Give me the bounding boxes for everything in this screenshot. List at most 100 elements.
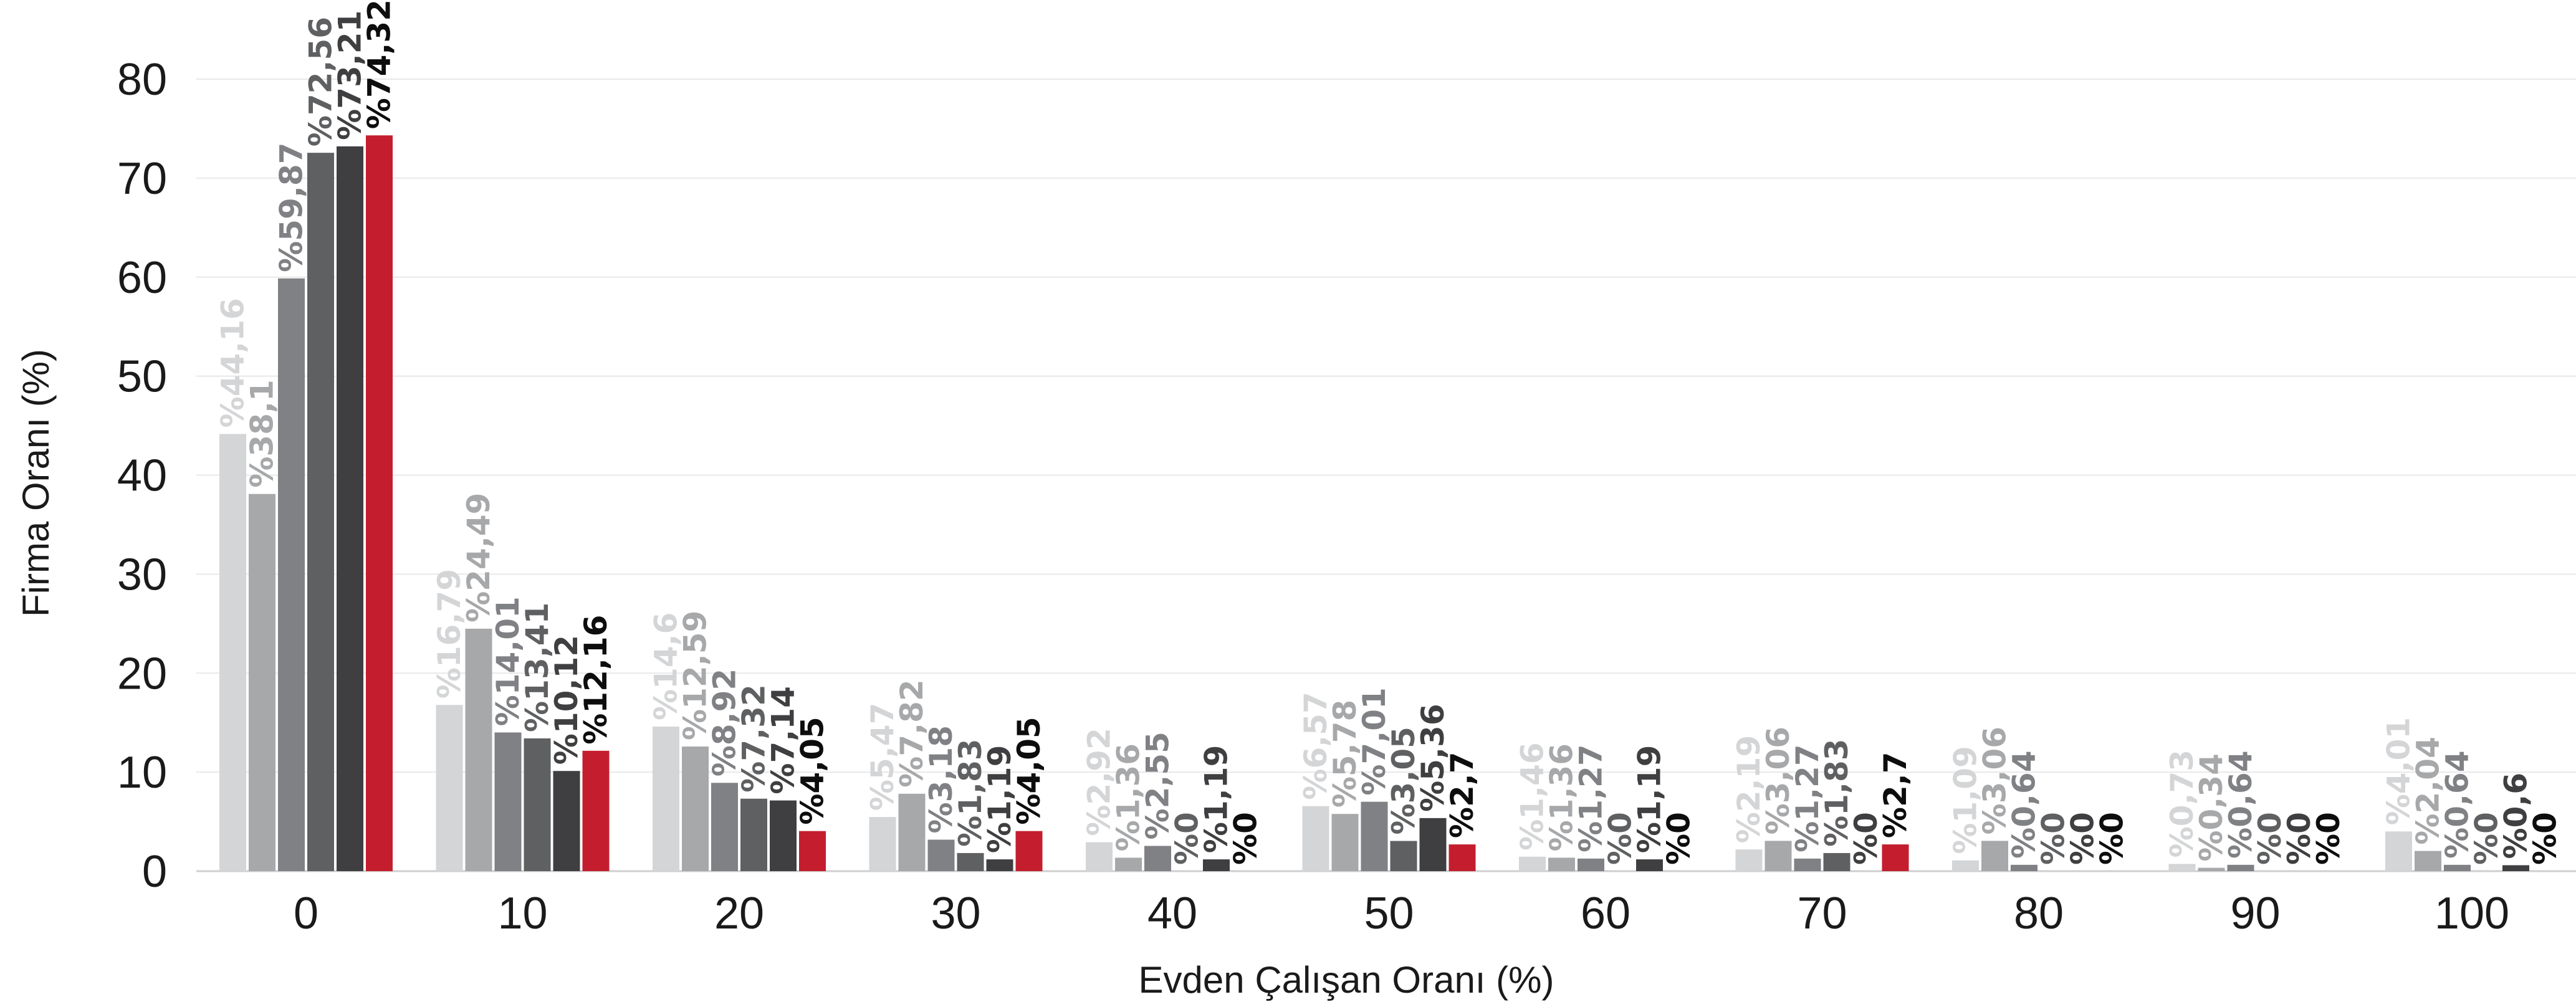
bar-value-label: %5,36 — [1415, 704, 1451, 811]
bar-value-label: %0 — [2252, 812, 2288, 865]
bar-value-label: %12,16 — [578, 615, 614, 745]
bar — [957, 852, 984, 871]
x-tick-label: 80 — [2014, 889, 2064, 938]
y-tick-label: 80 — [117, 55, 167, 105]
bar — [337, 146, 363, 872]
bar — [1735, 849, 1763, 871]
bar — [1794, 858, 1821, 871]
bar-value-label: %7,32 — [736, 684, 772, 792]
bar-value-label: %12,59 — [678, 611, 714, 740]
bar — [1203, 859, 1230, 871]
bar — [2444, 864, 2471, 871]
bar — [1115, 857, 1142, 871]
bar-value-label: %73,21 — [332, 11, 368, 140]
bar — [770, 800, 797, 871]
bar-value-label: %2,7 — [1444, 752, 1480, 838]
bar — [1144, 846, 1171, 871]
bar — [553, 771, 580, 871]
bar-value-label: %0 — [1228, 812, 1264, 865]
bar — [1519, 856, 1546, 871]
bar — [1578, 858, 1604, 871]
bar-value-label: %1,83 — [952, 738, 989, 846]
x-tick-label: 70 — [1797, 889, 1847, 938]
bar — [1981, 841, 2008, 871]
bar — [2227, 864, 2254, 871]
bar-value-label: %6,57 — [1298, 692, 1334, 799]
bar — [2502, 865, 2529, 871]
bar — [799, 831, 826, 871]
bar-value-label: %3,06 — [1977, 727, 2013, 834]
x-tick-label: 10 — [497, 889, 547, 938]
bar — [1548, 857, 1575, 871]
bar-value-label: %59,87 — [274, 143, 310, 272]
bar — [1390, 841, 1417, 871]
bar-value-label: %1,27 — [1573, 744, 1609, 852]
bar — [1361, 801, 1388, 871]
bar-value-label: %1,09 — [1948, 746, 1984, 854]
bar-value-label: %2,19 — [1731, 735, 1767, 843]
bar-value-label: %7,14 — [765, 686, 802, 794]
bar — [898, 793, 926, 871]
bar — [2198, 867, 2225, 871]
bar-value-label: %1,36 — [1544, 743, 1580, 851]
bar — [1331, 814, 1359, 871]
x-tick-label: 20 — [714, 889, 764, 938]
bar — [2385, 831, 2412, 871]
bar-value-label: %1,46 — [1515, 742, 1551, 850]
bar-value-label: %0 — [2094, 812, 2130, 865]
x-tick-label: 0 — [294, 889, 318, 938]
bar — [219, 434, 246, 871]
bar-value-label: %0,64 — [2223, 750, 2259, 858]
bar-value-label: %1,27 — [1789, 744, 1826, 852]
bar — [1952, 860, 1979, 871]
bar-value-label: %16,79 — [431, 569, 467, 699]
bar — [1636, 859, 1663, 871]
bar-value-label: %0 — [2065, 812, 2101, 865]
x-tick-label: 90 — [2230, 889, 2280, 938]
bar — [278, 278, 305, 871]
bar-value-label: %72,56 — [303, 17, 339, 146]
bar-value-label: %3,18 — [923, 725, 959, 833]
bar-value-label: %1,83 — [1819, 738, 1855, 846]
bar-value-label: %0 — [1848, 812, 1884, 865]
y-tick-label: 30 — [117, 550, 167, 599]
bar — [740, 798, 767, 871]
bar — [986, 859, 1013, 871]
bar-value-label: %4,01 — [2381, 717, 2417, 825]
bar — [2415, 851, 2441, 871]
bar — [582, 750, 610, 871]
bar-value-label: %38,1 — [244, 379, 280, 487]
bar-value-label: %0 — [2036, 812, 2072, 865]
bar-value-label: %3,05 — [1386, 727, 1422, 834]
bar-value-label: %0 — [2469, 812, 2505, 865]
x-tick-label: 40 — [1147, 889, 1197, 938]
y-tick-label: 70 — [117, 154, 167, 204]
bar-value-label: %0,64 — [2440, 750, 2476, 858]
bar — [927, 839, 955, 871]
bar-value-label: %0 — [1169, 812, 1205, 865]
y-tick-label: 40 — [117, 451, 167, 501]
bar-value-label: %14,6 — [648, 613, 684, 720]
bar — [2168, 864, 2196, 871]
bar-value-label: %44,16 — [215, 298, 251, 427]
bar-value-label: %7,01 — [1356, 687, 1392, 795]
bar-value-label: %0,34 — [2193, 753, 2229, 861]
y-axis-ticks: 0 10 20 30 40 50 60 70 80 — [117, 55, 167, 897]
bar-value-label: %0 — [1661, 812, 1697, 865]
data-labels: %44,16%38,1 %59,87%72,56%73,21%74,32 %16,7… — [215, 0, 2564, 865]
bar-value-label: %5,78 — [1327, 700, 1363, 808]
bar — [1419, 818, 1447, 871]
bar — [494, 732, 522, 871]
bar-value-label: %4,05 — [1011, 717, 1047, 824]
bar — [307, 153, 334, 871]
bar — [1764, 841, 1792, 871]
bar-value-label: %0,64 — [2006, 750, 2042, 858]
bar-value-label: %0 — [2527, 812, 2564, 865]
bar-value-label: %2,55 — [1140, 732, 1176, 839]
x-tick-label: 60 — [1581, 889, 1630, 938]
bar — [869, 817, 896, 871]
y-tick-label: 10 — [117, 748, 167, 798]
bar-value-label: %0,6 — [2498, 773, 2534, 859]
x-tick-label: 100 — [2435, 889, 2509, 938]
